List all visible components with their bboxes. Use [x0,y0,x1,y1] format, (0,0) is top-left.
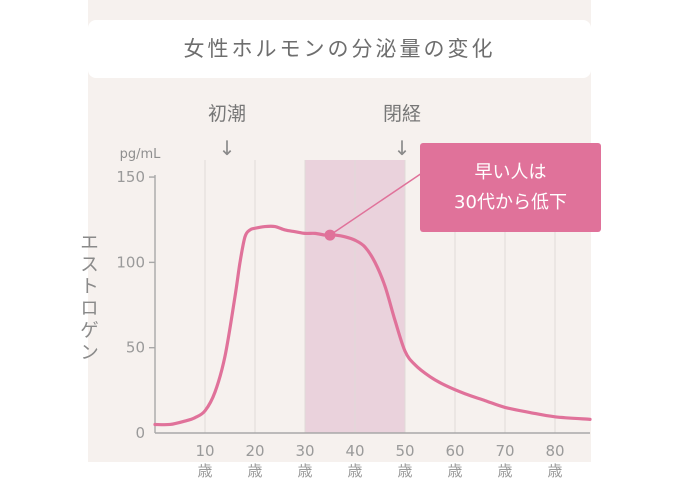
x-tick-label-1: 20 [245,442,264,460]
y-unit-label: pg/mL [120,147,162,162]
x-tick-label-4: 50 [395,442,414,460]
event-arrow-0: ↓ [219,136,236,160]
event-label-0: 初潮 [208,103,246,125]
x-tick-unit-5: 歳 [447,462,462,480]
callout-line-0: 早い人は [475,162,547,183]
event-arrow-1: ↓ [394,136,411,160]
x-tick-unit-6: 歳 [497,462,512,480]
axis-layer [149,175,590,434]
x-tick-label-6: 70 [495,442,514,460]
chart-title: 女性ホルモンの分泌量の変化 [183,37,496,61]
x-tick-label-0: 10 [195,442,214,460]
y-tick-label-2: 100 [116,253,145,271]
x-tick-unit-3: 歳 [347,462,362,480]
x-tick-label-2: 30 [295,442,314,460]
callout-layer: 早い人は 30代から低下 [324,143,601,241]
title-card [88,20,591,78]
x-tick-label-5: 60 [445,442,464,460]
x-tick-unit-0: 歳 [197,462,212,480]
y-tick-label-0: 0 [135,424,145,442]
event-label-1: 閉経 [383,103,421,125]
callout-box [420,143,601,232]
x-tick-label-7: 80 [545,442,564,460]
label-layer: 0 50 100 150 pg/mL エストロゲン 10 歳 20 歳 30 歳 40 歳 50 歳 60 歳 70… [77,147,565,480]
y-tick-label-3: 150 [116,168,145,186]
x-tick-unit-2: 歳 [297,462,312,480]
x-tick-unit-7: 歳 [547,462,562,480]
x-tick-label-3: 40 [345,442,364,460]
y-tick-label-1: 50 [126,339,145,357]
x-tick-unit-1: 歳 [247,462,262,480]
highlight-point-marker [324,229,336,241]
callout-line-1: 30代から低下 [454,192,567,213]
callout-connector [329,172,423,236]
event-layer: 初潮 ↓ 閉経 ↓ [208,103,421,160]
x-tick-unit-4: 歳 [397,462,412,480]
y-axis-title: エストロゲン [77,232,99,364]
